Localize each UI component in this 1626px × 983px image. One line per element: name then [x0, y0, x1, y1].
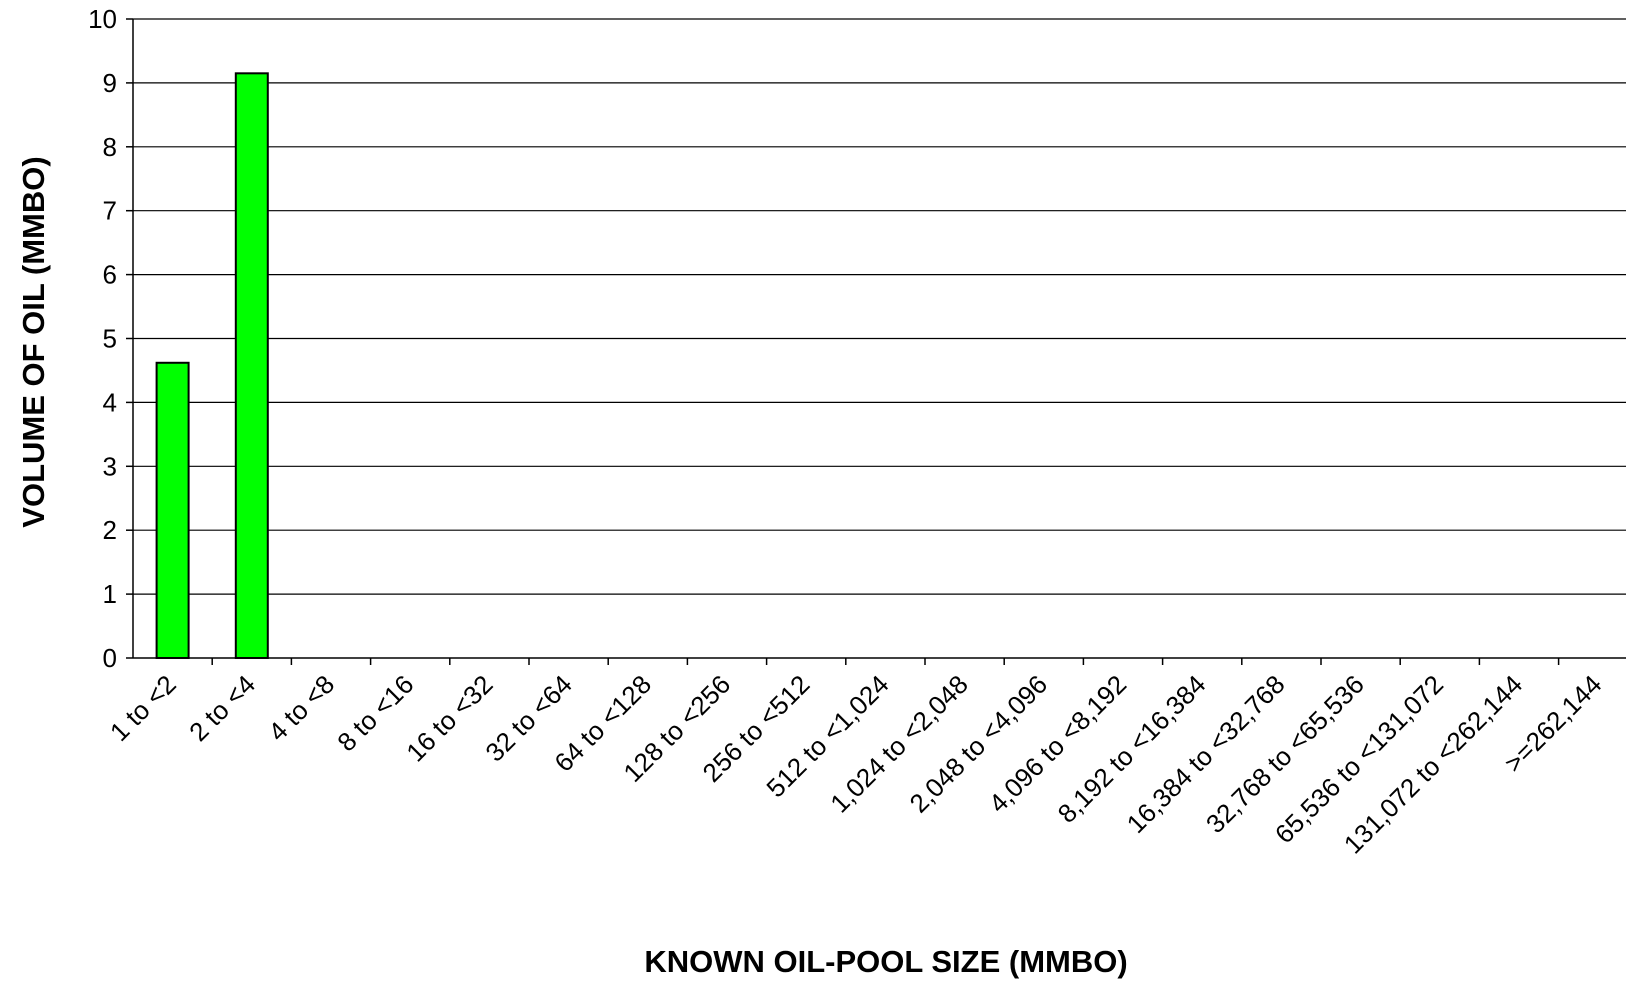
y-tick-labels: 0 1 2 3 4 5 6 7 8 9 10	[88, 4, 117, 673]
x-tick-label: 4 to <8	[262, 669, 340, 747]
x-tick-label: 16 to <32	[400, 669, 498, 767]
y-tick-label: 0	[103, 643, 117, 673]
bar	[234, 72, 269, 659]
y-tick-label: 1	[103, 579, 117, 609]
y-tick-label: 5	[103, 324, 117, 354]
x-tick-label: 4,096 to <8,192	[983, 669, 1133, 819]
y-tick-label: 8	[103, 132, 117, 162]
x-axis-title: KNOWN OIL-POOL SIZE (MMBO)	[644, 944, 1127, 979]
bars	[155, 72, 269, 659]
y-tick-label: 6	[103, 260, 117, 290]
y-tick-label: 2	[103, 515, 117, 545]
x-tick-label: 1 to <2	[104, 669, 182, 747]
y-tick-label: 7	[103, 196, 117, 226]
gridlines	[133, 18, 1626, 595]
y-tick-label: 3	[103, 451, 117, 481]
x-tick-label: 2 to <4	[183, 669, 261, 747]
x-tick-label: 1,024 to <2,048	[824, 669, 974, 819]
x-tick-label: 8,192 to <16,384	[1052, 669, 1212, 829]
x-tick-label: 2,048 to <4,096	[904, 669, 1054, 819]
y-tick-label: 4	[103, 387, 117, 417]
bar	[155, 361, 190, 659]
axes	[126, 18, 1626, 665]
y-axis-title: VOLUME OF OIL (MMBO)	[16, 156, 51, 527]
y-tick-label: 9	[103, 68, 117, 98]
y-tick-label: 10	[88, 4, 117, 34]
